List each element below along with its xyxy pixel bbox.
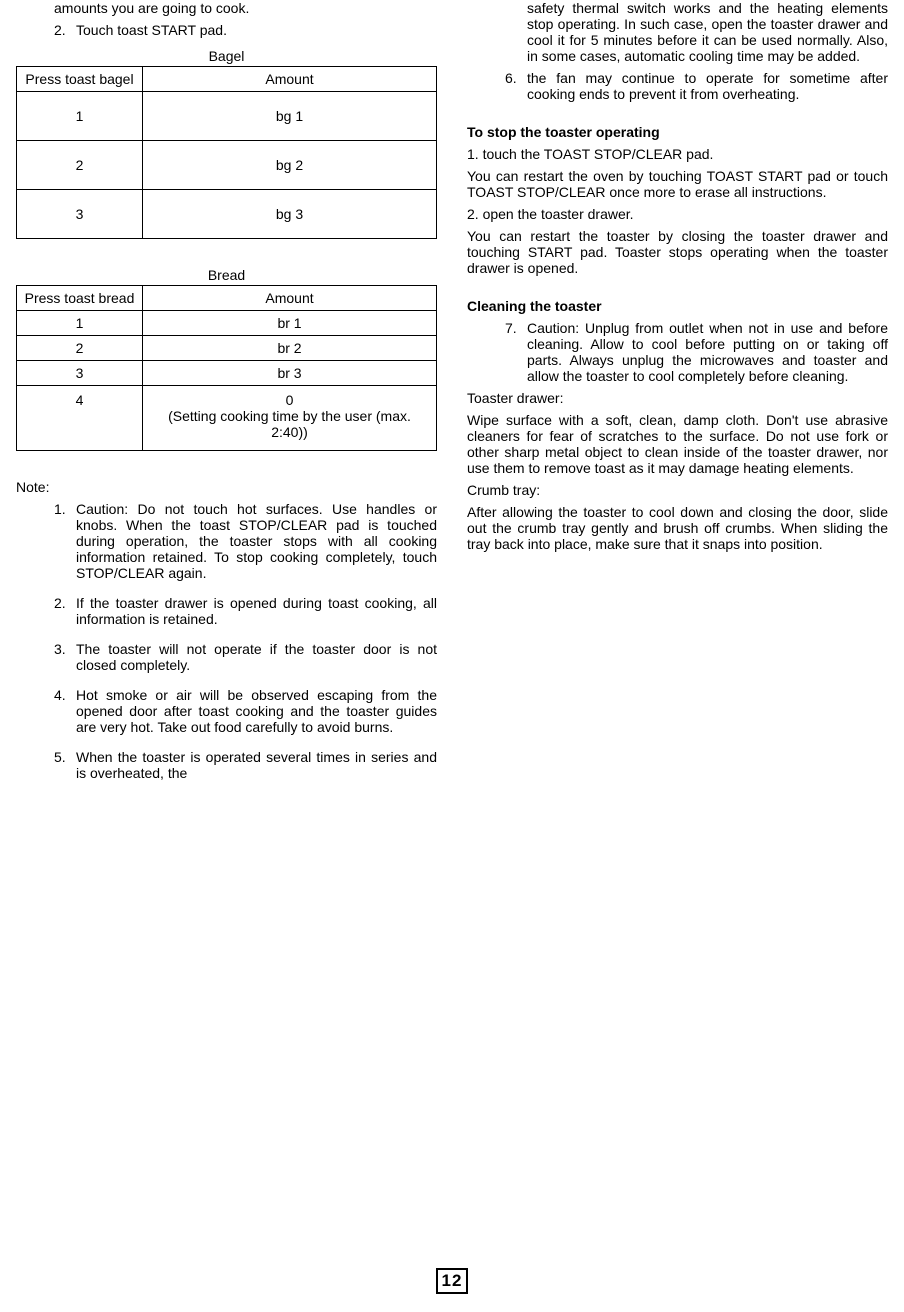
crumb-label: Crumb tray:: [467, 482, 888, 498]
page-number-box: 12: [0, 1268, 904, 1294]
note-text: When the toaster is operated several tim…: [76, 749, 437, 781]
table-cell: 1: [17, 311, 143, 336]
note-text: the fan may continue to operate for some…: [527, 70, 888, 102]
step-2: 2.Touch toast START pad.: [76, 22, 437, 38]
crumb-body: After allowing the toaster to cool down …: [467, 504, 888, 552]
bagel-table: Press toast bagel Amount 1bg 1 2bg 2 3bg…: [16, 66, 437, 239]
note-item: 4.Hot smoke or air will be observed esca…: [76, 687, 437, 735]
table-cell: bg 3: [143, 190, 437, 239]
stop-step-2-body: You can restart the toaster by closing t…: [467, 228, 888, 276]
table-cell: 4: [17, 386, 143, 451]
table-cell: 1: [17, 92, 143, 141]
table-cell: br 1: [143, 311, 437, 336]
note-text: If the toaster drawer is opened during t…: [76, 595, 437, 627]
note-text: Caution: Do not touch hot surfaces. Use …: [76, 501, 437, 581]
note5-cont: safety thermal switch works and the heat…: [527, 0, 888, 64]
table-cell: bg 2: [143, 141, 437, 190]
table-cell: 3: [17, 190, 143, 239]
stop-step-1-body: You can restart the oven by touching TOA…: [467, 168, 888, 200]
note-item: 1.Caution: Do not touch hot surfaces. Us…: [76, 501, 437, 581]
table-cell: 0 (Setting cooking time by the user (max…: [143, 386, 437, 451]
stop-step-1: 1. touch the TOAST STOP/CLEAR pad.: [467, 146, 888, 162]
note-label: Note:: [16, 479, 437, 495]
drawer-label: Toaster drawer:: [467, 390, 888, 406]
note-text: The toaster will not operate if the toas…: [76, 641, 437, 673]
note-item: 2.If the toaster drawer is opened during…: [76, 595, 437, 627]
table-cell: 2: [17, 141, 143, 190]
bagel-caption: Bagel: [16, 48, 437, 64]
bread-caption: Bread: [16, 267, 437, 283]
table-cell: bg 1: [143, 92, 437, 141]
clean-item: 7.Caution: Unplug from outlet when not i…: [527, 320, 888, 384]
note-item: 5.When the toaster is operated several t…: [76, 749, 437, 781]
clean-heading: Cleaning the toaster: [467, 298, 888, 314]
note-item: 3.The toaster will not operate if the to…: [76, 641, 437, 673]
table-cell: 3: [17, 361, 143, 386]
drawer-body: Wipe surface with a soft, clean, damp cl…: [467, 412, 888, 476]
page-number: 12: [436, 1268, 469, 1294]
bread-table: Press toast bread Amount 1br 1 2br 2 3br…: [16, 285, 437, 451]
bagel-h1: Press toast bagel: [17, 67, 143, 92]
note-text: Hot smoke or air will be observed escapi…: [76, 687, 437, 735]
step-2-text: Touch toast START pad.: [76, 22, 227, 38]
bagel-h2: Amount: [143, 67, 437, 92]
table-cell: br 2: [143, 336, 437, 361]
stop-step-2: 2. open the toaster drawer.: [467, 206, 888, 222]
clean-text: Caution: Unplug from outlet when not in …: [527, 320, 888, 384]
bread-h2: Amount: [143, 286, 437, 311]
stop-heading: To stop the toaster operating: [467, 124, 888, 140]
table-cell: br 3: [143, 361, 437, 386]
table-cell: 2: [17, 336, 143, 361]
note-item: 6.the fan may continue to operate for so…: [527, 70, 888, 102]
bread-h1: Press toast bread: [17, 286, 143, 311]
intro-cont: amounts you are going to cook.: [76, 0, 437, 16]
